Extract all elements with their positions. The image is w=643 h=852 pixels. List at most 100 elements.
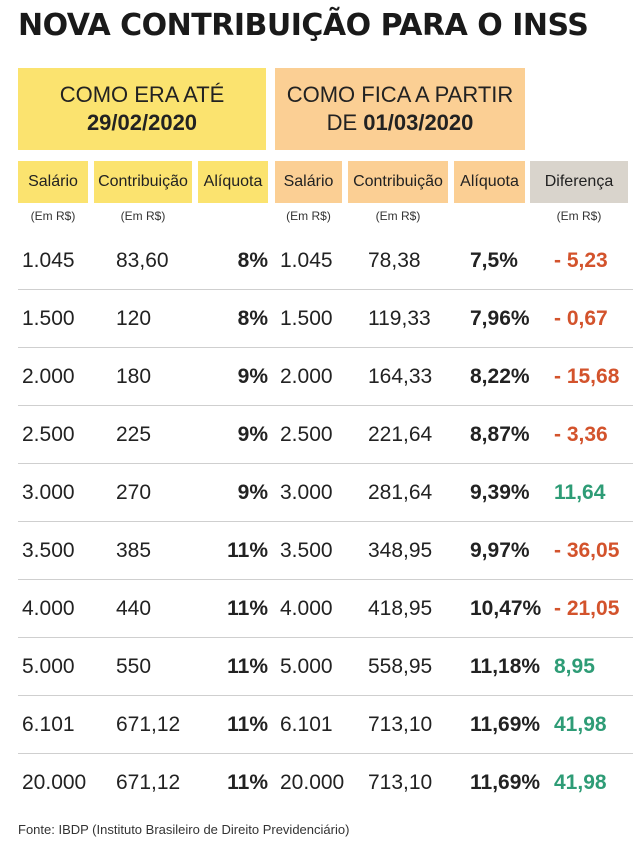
period-new-header: COMO FICA A PARTIR DE 01/03/2020 [275,68,525,150]
period-new-prefix: DE [326,110,364,135]
cell-salario-old: 20.000 [22,771,87,794]
cell-salario-old: 6.101 [22,713,75,736]
col-header-diferenca: Diferença [530,161,628,203]
cell-salario-new: 2.000 [280,365,333,388]
cell-salario-old: 3.000 [22,481,75,504]
cell-contribuicao-old: 550 [116,655,152,678]
period-old-header: COMO ERA ATÉ 29/02/2020 [18,68,266,150]
cell-salario-old: 5.000 [22,655,75,678]
cell-contribuicao-old: 225 [116,423,152,446]
table-row: 3.000 270 9% 3.000 281,64 9,39% 11,64 [18,464,633,522]
cell-contribuicao-new: 713,10 [368,713,433,736]
unit-contribuicao-new: (Em R$) [375,209,421,223]
unit-salario-old: (Em R$) [30,209,76,223]
table-row: 5.000 550 11% 5.000 558,95 11,18% 8,95 [18,638,633,696]
col-header-aliquota-old: Alíquota [198,161,268,203]
cell-contribuicao-old: 83,60 [116,249,169,272]
cell-contribuicao-new: 348,95 [368,539,433,562]
period-new-date: 01/03/2020 [363,110,474,135]
cell-aliquota-old: 11% [227,539,268,562]
cell-aliquota-new: 8,87% [470,423,530,446]
cell-aliquota-new: 11,69% [470,771,541,794]
cell-aliquota-old: 11% [227,713,268,736]
table-row: 4.000 440 11% 4.000 418,95 10,47% - 21,05 [18,580,633,638]
cell-diferenca: - 0,67 [554,307,608,330]
period-new-line1: COMO FICA A PARTIR [286,82,514,107]
cell-aliquota-new: 7,5% [470,249,518,272]
cell-contribuicao-new: 221,64 [368,423,433,446]
cell-aliquota-old: 11% [227,597,268,620]
cell-salario-new: 5.000 [280,655,333,678]
period-new-line2: DE 01/03/2020 [327,109,474,137]
cell-aliquota-old: 8% [237,249,268,272]
unit-salario-new: (Em R$) [286,209,331,223]
table-row: 2.000 180 9% 2.000 164,33 8,22% - 15,68 [18,348,633,406]
cell-aliquota-new: 11,18% [470,655,541,678]
table-row: 20.000 671,12 11% 20.000 713,10 11,69% 41,98 [18,754,633,811]
cell-contribuicao-new: 78,38 [368,249,421,272]
period-old-line1: COMO ERA ATÉ [59,82,225,107]
cell-contribuicao-new: 558,95 [368,655,433,678]
table-row: 6.101 671,12 11% 6.101 713,10 11,69% 41,98 [18,696,633,754]
cell-aliquota-old: 11% [227,771,268,794]
cell-aliquota-old: 9% [237,365,268,388]
cell-contribuicao-old: 120 [116,307,152,330]
cell-salario-new: 1.045 [280,249,333,272]
cell-salario-new: 20.000 [280,771,345,794]
cell-diferenca: 8,95 [554,655,595,678]
cell-contribuicao-old: 270 [116,481,152,504]
cell-aliquota-old: 9% [237,423,268,446]
cell-contribuicao-new: 119,33 [368,307,431,330]
cell-aliquota-new: 9,39% [470,481,530,504]
col-header-salario-new: Salário [275,161,342,203]
cell-salario-old: 1.045 [22,249,75,272]
cell-salario-old: 4.000 [22,597,75,620]
cell-contribuicao-old: 385 [116,539,152,562]
cell-aliquota-new: 8,22% [470,365,530,388]
cell-salario-new: 4.000 [280,597,333,620]
cell-contribuicao-new: 418,95 [368,597,433,620]
cell-aliquota-new: 11,69% [470,713,541,736]
cell-diferenca: 41,98 [554,771,607,794]
col-header-contribuicao-new: Contribuição [348,161,448,203]
cell-diferenca: 11,64 [554,481,606,504]
cell-contribuicao-old: 671,12 [116,771,181,794]
cell-salario-old: 2.500 [22,423,75,446]
cell-salario-new: 6.101 [280,713,333,736]
cell-salario-old: 3.500 [22,539,75,562]
table-row: 3.500 385 11% 3.500 348,95 9,97% - 36,05 [18,522,633,580]
cell-aliquota-new: 9,97% [470,539,530,562]
cell-salario-new: 3.500 [280,539,333,562]
cell-diferenca: - 3,36 [554,423,608,446]
cell-contribuicao-new: 713,10 [368,771,433,794]
cell-diferenca: - 21,05 [554,597,620,620]
col-header-contribuicao-old: Contribuição [94,161,192,203]
cell-aliquota-new: 10,47% [470,597,542,620]
cell-aliquota-new: 7,96% [470,307,530,330]
cell-contribuicao-new: 164,33 [368,365,433,388]
cell-salario-old: 1.500 [22,307,75,330]
cell-diferenca: - 36,05 [554,539,620,562]
cell-aliquota-old: 8% [237,307,268,330]
cell-aliquota-old: 9% [237,481,268,504]
source-note: Fonte: IBDP (Instituto Brasileiro de Dir… [18,822,350,837]
cell-aliquota-old: 11% [227,655,268,678]
cell-salario-new: 1.500 [280,307,333,330]
col-header-salario-old: Salário [18,161,88,203]
cell-salario-new: 3.000 [280,481,333,504]
period-old-date: 29/02/2020 [86,110,198,135]
cell-salario-new: 2.500 [280,423,333,446]
cell-contribuicao-old: 671,12 [116,713,181,736]
cell-contribuicao-old: 440 [116,597,152,620]
cell-contribuicao-old: 180 [116,365,152,388]
cell-diferenca: - 15,68 [554,365,620,388]
cell-contribuicao-new: 281,64 [368,481,433,504]
cell-salario-old: 2.000 [22,365,75,388]
cell-diferenca: - 5,23 [554,249,608,272]
page-title: NOVA CONTRIBUIÇÃO PARA O INSS [18,8,589,43]
unit-contribuicao-old: (Em R$) [120,209,166,223]
table-row: 1.500 120 8% 1.500 119,33 7,96% - 0,67 [18,290,633,348]
col-header-aliquota-new: Alíquota [454,161,525,203]
unit-diferenca: (Em R$) [556,209,602,223]
period-old-line2: 29/02/2020 [87,109,197,137]
